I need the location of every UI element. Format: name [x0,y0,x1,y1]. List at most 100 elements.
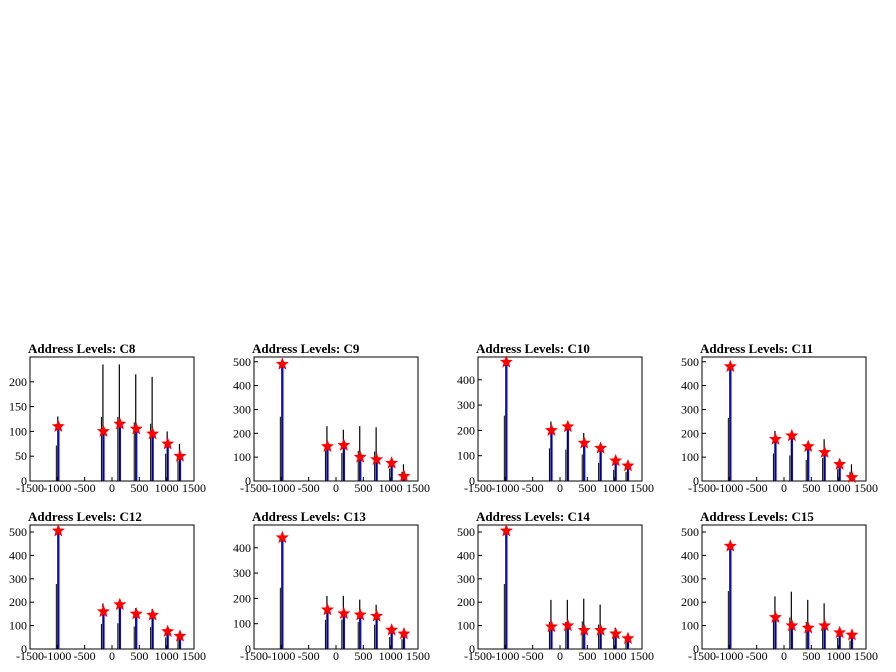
y-tick-label: 0 [693,474,699,488]
x-tick-label: -500 [298,649,320,663]
y-tick-label: 200 [681,426,699,440]
peak-marker [768,610,782,623]
peak-marker [370,452,384,466]
y-tick-label: 200 [681,595,699,609]
x-tick-label: 1000 [827,481,851,495]
peak-marker [397,626,411,640]
y-tick-label: 300 [457,398,475,412]
x-tick-label: 500 [802,481,820,495]
peak-marker [609,626,623,640]
peak-marker [161,624,175,637]
peak-marker [173,449,187,462]
chart-panel: Address Levels: C13 0 100 200 300 400 -1500 -10… [233,509,430,663]
x-tick-label: -1000 [715,481,743,495]
peak-marker [146,608,160,621]
y-tick-label: 400 [681,548,699,562]
x-tick-label: 1000 [155,481,179,495]
y-tick-label: 400 [9,548,27,562]
y-tick-label: 400 [233,379,251,393]
peak-marker [833,457,847,470]
y-tick-label: 500 [457,525,475,539]
x-tick-label: 500 [802,649,820,663]
x-tick-label: -500 [746,649,768,663]
x-tick-label: 0 [333,649,339,663]
x-tick-label: -1500 [688,649,716,663]
peak-marker [499,355,513,368]
x-tick-label: -1000 [491,649,519,663]
x-tick-label: 1000 [603,649,627,663]
plot-frame [477,524,643,650]
x-tick-label: 1500 [182,649,206,663]
peak-marker [320,439,334,452]
chart-panel: Address Levels: C15 0 100 200 300 400 500 -1500… [681,509,878,663]
x-tick-label: 0 [333,481,339,495]
y-tick-label: 0 [469,474,475,488]
chart-panel: Address Levels: C10 0 100 200 300 400 -1500 -10… [457,341,654,495]
x-tick-label: 1000 [379,481,403,495]
x-tick-label: 1500 [406,649,430,663]
peak-marker [385,456,399,469]
chart-title: Address Levels: C13 [252,509,366,524]
x-tick-label: -1000 [491,481,519,495]
x-tick-label: 500 [130,481,148,495]
x-tick-label: -1500 [240,481,268,495]
x-tick-label: -1500 [464,481,492,495]
y-tick-label: 200 [233,426,251,440]
x-tick-label: 1000 [603,481,627,495]
peak-marker [785,618,799,632]
y-tick-label: 300 [233,566,251,580]
peak-marker [320,602,334,616]
y-tick-label: 50 [15,449,27,463]
x-tick-label: 1500 [630,481,654,495]
peak-marker [621,458,635,472]
chart-title: Address Levels: C10 [476,341,590,356]
y-tick-label: 0 [21,642,27,656]
peak-marker [113,417,127,430]
x-tick-label: 0 [781,481,787,495]
y-tick-label: 0 [21,474,27,488]
chart-title: Address Levels: C8 [28,341,136,356]
y-tick-label: 200 [457,595,475,609]
x-tick-label: 0 [781,649,787,663]
x-tick-label: 500 [354,481,372,495]
x-tick-label: -500 [74,481,96,495]
peak-marker [561,419,575,433]
peak-marker [818,618,832,632]
peak-marker [801,439,815,452]
x-tick-label: -1500 [16,649,44,663]
chart-panel: Address Levels: C12 0 100 200 300 400 500 -1500… [9,509,206,663]
x-tick-label: 0 [109,481,115,495]
peak-marker [544,619,558,633]
x-tick-label: -1500 [16,481,44,495]
peak-marker [621,631,635,644]
x-tick-label: 500 [130,649,148,663]
peak-marker [129,422,143,435]
y-tick-label: 100 [9,424,27,438]
x-tick-label: 0 [109,649,115,663]
y-tick-label: 150 [9,400,27,414]
y-tick-label: 100 [681,450,699,464]
peak-marker [337,606,351,620]
x-tick-label: 1500 [854,649,878,663]
x-tick-label: 1000 [827,649,851,663]
peak-marker [173,629,187,642]
y-tick-label: 0 [693,642,699,656]
y-tick-label: 300 [233,402,251,416]
peak-marker [275,357,289,370]
x-tick-label: -500 [522,481,544,495]
x-tick-label: -500 [298,481,320,495]
x-tick-label: 1500 [182,481,206,495]
x-tick-label: 1500 [406,481,430,495]
peak-marker [723,359,737,373]
chart-title: Address Levels: C14 [476,509,590,524]
y-tick-label: 400 [457,373,475,387]
y-tick-label: 300 [681,572,699,586]
peak-marker [161,436,175,450]
x-tick-label: -1000 [267,649,295,663]
peak-marker [337,438,351,451]
x-tick-label: 1000 [379,649,403,663]
peak-marker [801,621,815,634]
x-tick-label: 1000 [155,649,179,663]
peak-marker [113,597,127,611]
y-tick-label: 300 [457,572,475,586]
